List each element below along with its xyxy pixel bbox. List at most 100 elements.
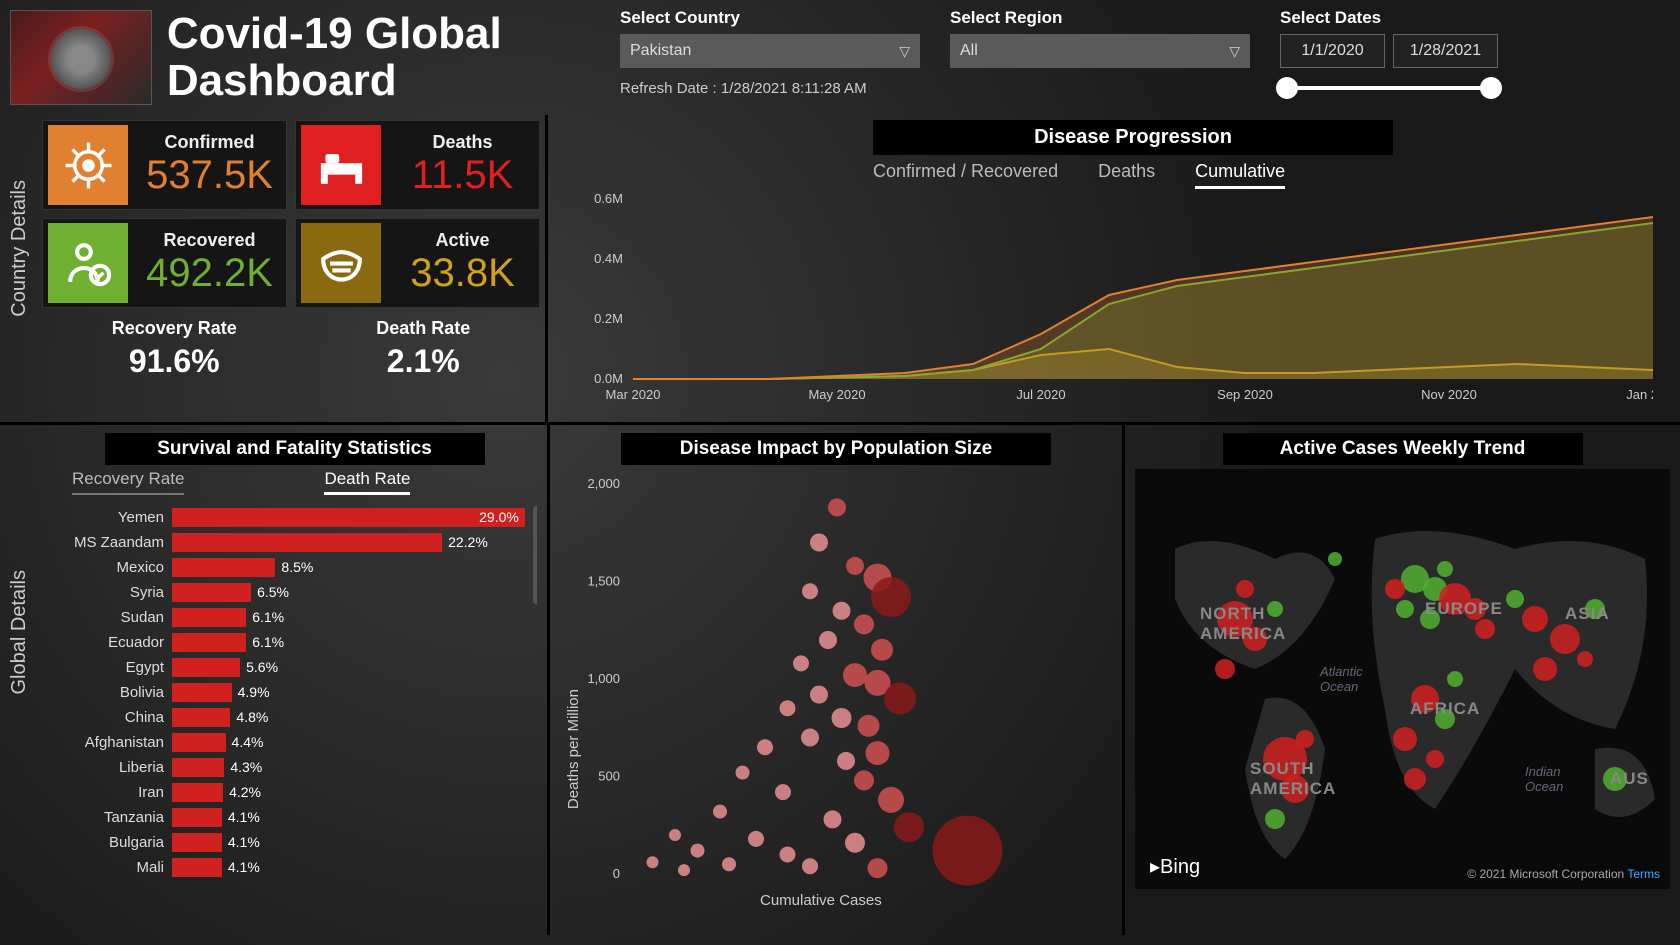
recovery-rate-label: Recovery Rate	[112, 318, 237, 339]
bar-row[interactable]: Bolivia4.9%	[52, 680, 537, 705]
map-dot[interactable]	[1296, 730, 1314, 748]
death-rate: Death Rate 2.1%	[376, 318, 470, 380]
bar-value: 4.3%	[230, 759, 262, 775]
bar-row[interactable]: Egypt5.6%	[52, 655, 537, 680]
survival-panel: Survival and Fatality Statistics Recover…	[42, 425, 547, 935]
bar-row[interactable]: Iran4.2%	[52, 780, 537, 805]
bar-value: 4.2%	[229, 784, 261, 800]
bar-value: 8.5%	[281, 559, 313, 575]
bar-name: Mali	[52, 859, 172, 876]
scatter-x-label: Cumulative Cases	[760, 892, 882, 909]
bar-row[interactable]: Sudan6.1%	[52, 605, 537, 630]
map-dot[interactable]	[1404, 768, 1426, 790]
world-map[interactable]: ▸Bing © 2021 Microsoft Corporation Terms…	[1135, 469, 1670, 889]
scatter-title: Disease Impact by Population Size	[621, 433, 1051, 465]
survival-bar-list[interactable]: Yemen29.0%MS Zaandam22.2%Mexico8.5%Syria…	[52, 505, 537, 900]
map-dot[interactable]	[1577, 651, 1593, 667]
svg-text:1,500: 1,500	[587, 574, 620, 589]
map-dot[interactable]	[1533, 657, 1557, 681]
date-from-input[interactable]: 1/1/2020	[1280, 34, 1385, 68]
bar-name: Yemen	[52, 509, 172, 526]
slider-handle-left[interactable]	[1276, 77, 1298, 99]
continent-label: NORTHAMERICA	[1200, 604, 1286, 644]
bar-row[interactable]: MS Zaandam22.2%	[52, 530, 537, 555]
survival-tab[interactable]: Death Rate	[324, 469, 410, 495]
bar-row[interactable]: Ecuador6.1%	[52, 630, 537, 655]
map-dot[interactable]	[1522, 606, 1548, 632]
chevron-down-icon: ▽	[899, 43, 910, 60]
bar-value: 4.1%	[228, 834, 260, 850]
map-dot[interactable]	[1328, 552, 1342, 566]
death-rate-value: 2.1%	[376, 343, 470, 380]
map-dot[interactable]	[1437, 561, 1453, 577]
bar-row[interactable]: China4.8%	[52, 705, 537, 730]
slider-handle-right[interactable]	[1480, 77, 1502, 99]
kpi-deaths: Deaths 11.5K	[295, 120, 540, 210]
bar-name: MS Zaandam	[52, 534, 172, 551]
header: Covid-19 Global Dashboard Select Country…	[0, 0, 1680, 115]
map-panel: Active Cases Weekly Trend ▸Bing © 2021 M…	[1125, 425, 1680, 935]
bar-row[interactable]: Syria6.5%	[52, 580, 537, 605]
map-dot[interactable]	[1393, 727, 1417, 751]
bing-label: Bing	[1160, 856, 1200, 878]
map-dot[interactable]	[1426, 750, 1444, 768]
survival-tab[interactable]: Recovery Rate	[72, 469, 184, 495]
bed-icon	[301, 125, 381, 205]
scatter-y-label: Deaths per Million	[565, 689, 582, 809]
date-to-input[interactable]: 1/28/2021	[1393, 34, 1498, 68]
progression-tab[interactable]: Deaths	[1098, 161, 1155, 189]
map-dot[interactable]	[1385, 579, 1405, 599]
svg-text:Mar 2020: Mar 2020	[606, 387, 661, 402]
map-dot[interactable]	[1215, 659, 1235, 679]
kpi-confirmed: Confirmed 537.5K	[42, 120, 287, 210]
bar-value: 5.6%	[246, 659, 278, 675]
death-rate-label: Death Rate	[376, 318, 470, 339]
svg-text:0.2M: 0.2M	[594, 311, 623, 326]
bar-row[interactable]: Afghanistan4.4%	[52, 730, 537, 755]
page-title: Covid-19 Global Dashboard	[167, 11, 620, 103]
bar-row[interactable]: Liberia 4.3%	[52, 755, 537, 780]
kpi-active: Active 33.8K	[295, 218, 540, 308]
region-dropdown[interactable]: All ▽	[950, 34, 1250, 68]
country-dropdown-value: Pakistan	[630, 42, 691, 60]
country-dropdown[interactable]: Pakistan ▽	[620, 34, 920, 68]
bar-row[interactable]: Bulgaria4.1%	[52, 830, 537, 855]
virus-icon	[48, 125, 128, 205]
map-dot[interactable]	[1550, 624, 1580, 654]
kpi-active-value: 33.8K	[386, 251, 539, 296]
progression-tab[interactable]: Cumulative	[1195, 161, 1285, 189]
date-slider[interactable]	[1280, 86, 1498, 90]
ocean-label: AtlanticOcean	[1320, 664, 1363, 694]
map-dot[interactable]	[1236, 580, 1254, 598]
bar-value: 4.1%	[228, 809, 260, 825]
svg-text:0.6M: 0.6M	[594, 194, 623, 206]
bar-name: Afghanistan	[52, 734, 172, 751]
bar-row[interactable]: Yemen29.0%	[52, 505, 537, 530]
mask-icon	[301, 223, 381, 303]
svg-text:0.0M: 0.0M	[594, 371, 623, 386]
refresh-label: Refresh Date :	[620, 80, 717, 97]
map-dot[interactable]	[1265, 809, 1285, 829]
copyright-text: © 2021 Microsoft Corporation	[1467, 867, 1624, 881]
kpi-deaths-label: Deaths	[386, 132, 539, 153]
kpi-recovered: Recovered 492.2K	[42, 218, 287, 308]
bar-row[interactable]: Tanzania4.1%	[52, 805, 537, 830]
svg-text:2,000: 2,000	[587, 476, 620, 491]
continent-label: ASIA	[1565, 604, 1610, 624]
svg-text:Sep 2020: Sep 2020	[1217, 387, 1273, 402]
map-dot[interactable]	[1396, 600, 1414, 618]
progression-tab[interactable]: Confirmed / Recovered	[873, 161, 1058, 189]
bar-row[interactable]: Mexico8.5%	[52, 555, 537, 580]
bar-name: Liberia	[52, 759, 172, 776]
progression-chart[interactable]: 0.6M0.4M0.2M0.0MMar 2020May 2020Jul 2020…	[583, 194, 1653, 404]
scatter-chart[interactable]: 05001,0001,5002,000	[560, 469, 1090, 909]
country-filter-label: Select Country	[620, 8, 920, 28]
map-dot[interactable]	[1506, 590, 1524, 608]
map-dot[interactable]	[1447, 671, 1463, 687]
map-dot[interactable]	[1475, 619, 1495, 639]
bar-row[interactable]: Mali4.1%	[52, 855, 537, 880]
continent-label: EUROPE	[1425, 599, 1503, 619]
kpi-active-label: Active	[386, 230, 539, 251]
ocean-label: IndianOcean	[1525, 764, 1563, 794]
terms-link[interactable]: Terms	[1627, 867, 1660, 881]
